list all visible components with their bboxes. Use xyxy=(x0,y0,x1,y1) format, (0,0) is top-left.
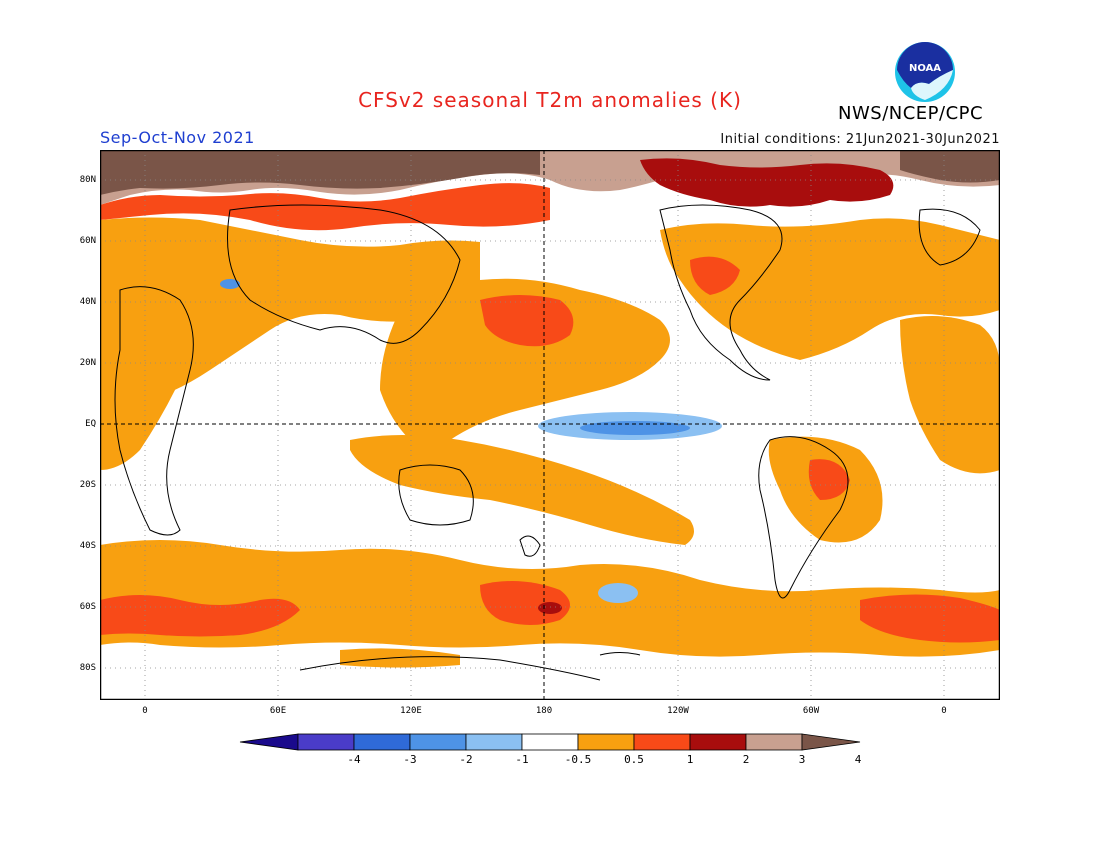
lat-label-20s: 20S xyxy=(79,480,96,490)
lat-label-60n: 60N xyxy=(79,236,96,246)
colorbar-swatch xyxy=(409,733,467,751)
south-america-red-area xyxy=(808,459,850,500)
arctic-red-band xyxy=(100,183,550,231)
southern-ocean-red-area-east xyxy=(860,594,1000,643)
lon-label-60w: 60W xyxy=(802,706,820,716)
colorbar-tick-label: -0.5 xyxy=(564,753,592,766)
colorbar-swatch xyxy=(633,733,691,751)
colorbar-tick-label: 2 xyxy=(742,753,750,766)
australia-coastline xyxy=(398,464,474,526)
lon-label-0-east: 0 xyxy=(941,706,947,716)
map-canvas xyxy=(99,149,1001,701)
north-america-orange-area xyxy=(660,218,1000,360)
arctic-brown-area-east xyxy=(900,150,1000,183)
colorbar-tick-label: 4 xyxy=(854,753,862,766)
colorbar-tick-label: -4 xyxy=(347,753,361,766)
colorbar-swatch xyxy=(521,733,579,751)
lon-label-0-west: 0 xyxy=(142,706,148,716)
initial-conditions-label: Initial conditions: 21Jun2021-30Jun2021 xyxy=(720,132,1000,147)
colorbar-swatch xyxy=(465,733,523,751)
lat-label-40s: 40S xyxy=(79,541,96,551)
lon-label-180: 180 xyxy=(535,706,553,716)
pacific-north-red-area xyxy=(480,295,574,347)
north-america-coastline xyxy=(659,204,783,381)
antarctica-coastline xyxy=(299,652,641,681)
south-pacific-orange-band xyxy=(350,435,694,545)
southern-ocean-darkred-spot xyxy=(538,602,562,614)
coastlines xyxy=(114,204,981,681)
organization-label: NWS/NCEP/CPC xyxy=(838,103,984,124)
lat-label-eq: EQ xyxy=(85,419,96,429)
atlantic-orange-area xyxy=(900,316,1000,474)
graticule xyxy=(100,150,1000,700)
anomaly-map xyxy=(99,149,1001,701)
pacific-north-orange-area xyxy=(380,278,670,445)
arctic-brown-area-west xyxy=(100,150,540,195)
lat-label-20n: 20N xyxy=(79,358,96,368)
lon-label-60e: 60E xyxy=(269,706,287,716)
colorbar-tick-label: -2 xyxy=(459,753,473,766)
eurasia-coastline xyxy=(227,204,461,344)
colorbar-tick-label: 0.5 xyxy=(624,753,644,766)
north-america-red-area xyxy=(690,256,740,295)
south-america-coastline xyxy=(758,436,849,599)
greenland-coastline xyxy=(918,208,981,266)
lon-label-120e: 120E xyxy=(400,706,422,716)
lat-label-60s: 60S xyxy=(79,602,96,612)
map-title: CFSv2 seasonal T2m anomalies (K) xyxy=(358,88,742,112)
colorbar-swatch xyxy=(689,733,747,751)
colorbar-swatch xyxy=(353,733,411,751)
logo-text: NOAA xyxy=(909,63,941,74)
caspian-cold-spot xyxy=(220,279,240,289)
equatorial-pacific-cold-core xyxy=(580,421,690,435)
colorbar-tick-label: 1 xyxy=(686,753,694,766)
lat-label-80n: 80N xyxy=(79,175,96,185)
season-label: Sep-Oct-Nov 2021 xyxy=(100,128,255,147)
eurasia-orange-area xyxy=(100,217,480,403)
lat-label-40n: 40N xyxy=(79,297,96,307)
africa-coastline xyxy=(114,286,194,536)
colorbar-tick-label: -3 xyxy=(403,753,417,766)
colorbar-swatch xyxy=(297,733,355,751)
colorbar-tick-label: -1 xyxy=(515,753,529,766)
southern-ocean-red-area-center xyxy=(480,581,570,625)
arctic-darkred-area xyxy=(640,158,894,207)
south-pacific-cold-spot xyxy=(598,583,638,603)
noaa-logo: NOAA xyxy=(895,42,955,102)
colorbar-swatch xyxy=(745,733,803,751)
colorbar-tick-label: 3 xyxy=(798,753,806,766)
lat-label-80s: 80S xyxy=(79,663,96,673)
map-frame xyxy=(99,149,1001,701)
southern-ocean-red-area-west xyxy=(100,595,300,637)
colorbar-arrow-high xyxy=(801,733,861,751)
new-zealand-coastline xyxy=(519,535,541,557)
colorbar xyxy=(239,733,861,751)
colorbar-swatch xyxy=(577,733,635,751)
colorbar-arrow-low xyxy=(239,733,299,751)
africa-orange-area xyxy=(100,306,176,470)
lon-label-120w: 120W xyxy=(667,706,689,716)
